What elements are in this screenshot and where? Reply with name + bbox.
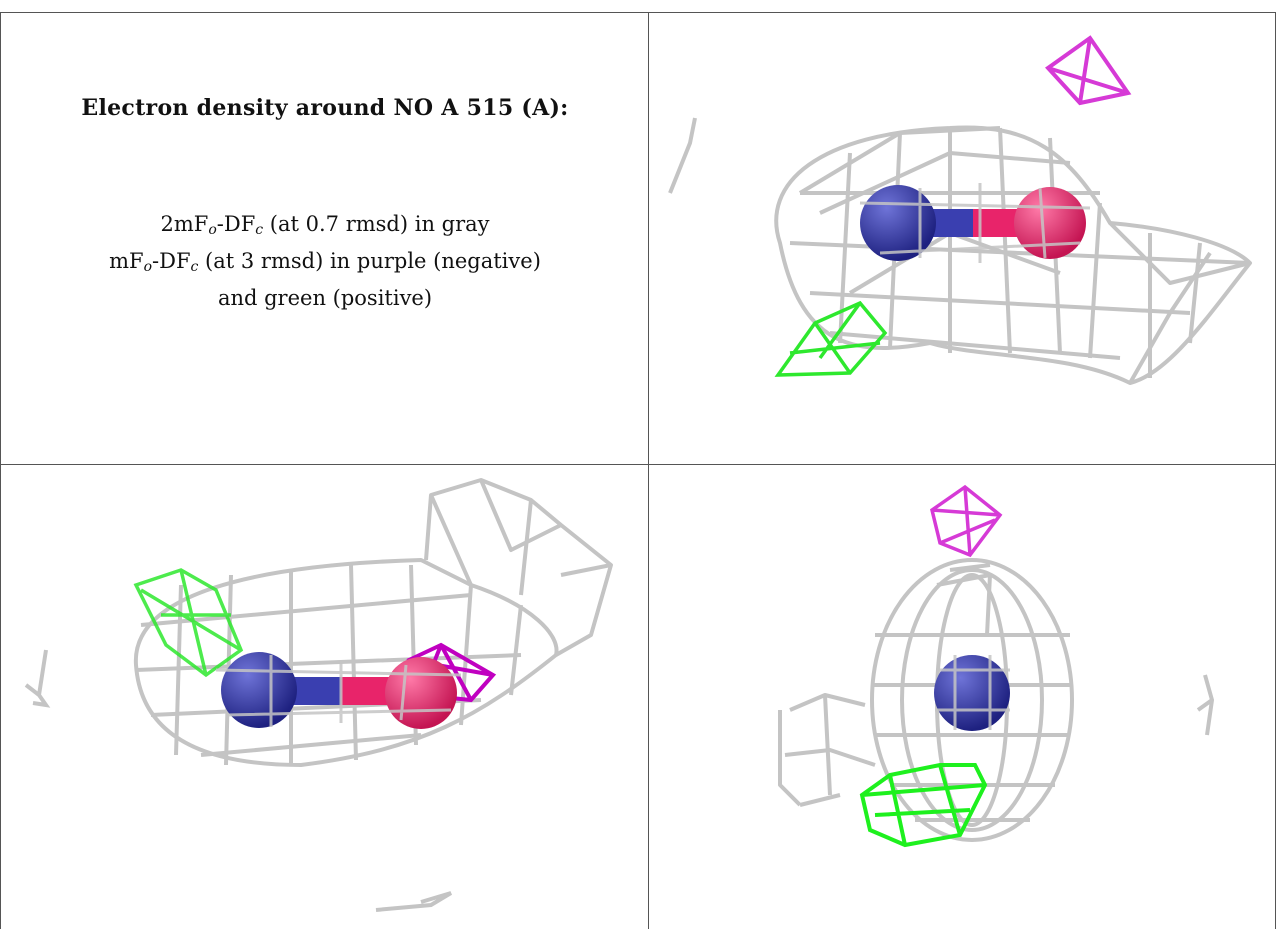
density-render-2 [24,478,613,912]
mesh-2fofc [774,125,1252,385]
grid-line-top [0,12,1276,13]
mesh-positive [774,300,888,377]
caption-description: 2mFo-DFc (at 0.7 rmsd) in gray mFo-DFc (… [1,209,649,314]
mesh-negative [930,484,1003,558]
density-view-3 [650,465,1275,929]
grid-line-center [0,464,1276,465]
caption-line-2fofc: 2mFo-DFc (at 0.7 rmsd) in gray [160,212,490,238]
caption-panel: Electron density around NO A 515 (A): 2m… [1,13,649,465]
caption-line-colors: and green (positive) [217,286,433,310]
mesh-front [935,655,1010,730]
density-render-3 [778,484,1215,848]
mesh-2fofc [133,478,613,767]
grid-line-left [0,12,1,929]
density-view-1 [650,13,1275,464]
mesh-negative [406,642,497,703]
density-render-1 [668,35,1252,385]
mesh-2fofc [778,558,1074,842]
caption-title: Electron density around NO A 515 (A): [81,95,569,121]
mesh-fragment [668,117,697,194]
nitrogen-atom [934,655,1010,731]
mesh-positive [133,568,244,678]
mesh-front [215,655,462,727]
grid-line-middle [648,12,649,929]
oxygen-atom [385,657,457,729]
oxygen-atom [1014,187,1086,259]
figure-grid: Electron density around NO A 515 (A): 2m… [0,12,1276,929]
density-view-2 [1,465,648,929]
mesh-fragment [1196,674,1215,736]
no-bond [918,209,1028,237]
mesh-positive [859,763,988,848]
mesh-front [859,183,1091,263]
nitrogen-atom [221,652,297,728]
mesh-fragment [24,649,453,912]
mesh-negative [1045,35,1132,106]
caption-line-fofc: mFo-DFc (at 3 rmsd) in purple (negative) [109,249,541,275]
